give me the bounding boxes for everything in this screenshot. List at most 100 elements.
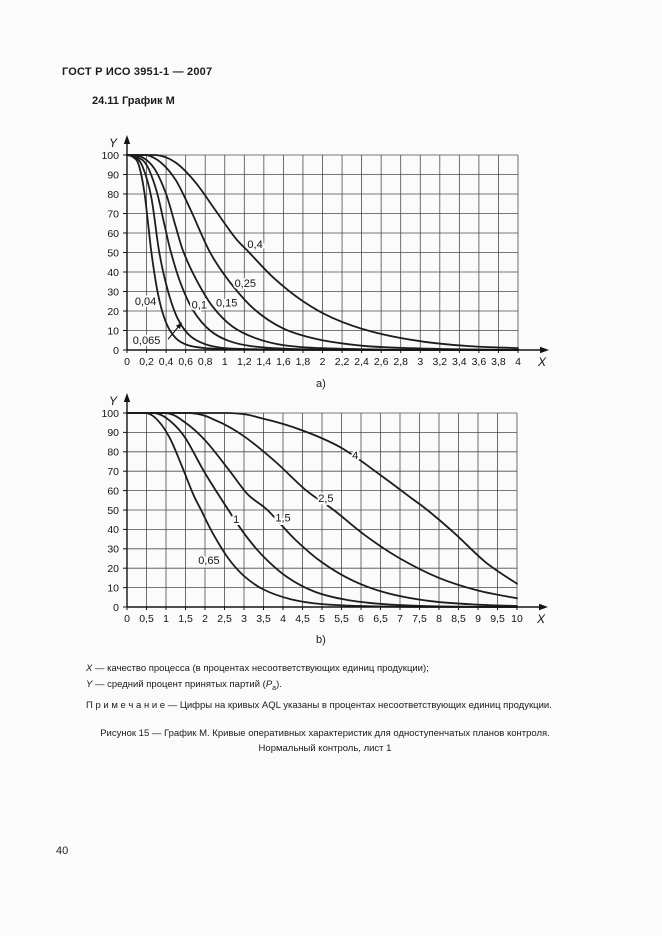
svg-text:0,6: 0,6 (178, 356, 193, 368)
x-axis-definition: X — качество процесса (в процентах несоо… (86, 661, 429, 677)
svg-text:0: 0 (124, 613, 130, 625)
svg-text:0,25: 0,25 (235, 278, 256, 290)
chart-b-sublabel: b) (316, 634, 326, 646)
oc-chart-a: 0 0,2 0,4 0,6 0,8 1 1,2 1,4 1,6 1,8 2 2,2 2,4 2,6 2,8 3… (101, 135, 549, 369)
p-symbol: P (265, 678, 273, 690)
section-title: 24.11 График М (92, 95, 175, 107)
svg-text:X: X (536, 612, 546, 626)
svg-text:Y: Y (109, 136, 118, 150)
svg-text:1,2: 1,2 (237, 356, 252, 368)
svg-text:4: 4 (280, 613, 286, 625)
svg-text:0,1: 0,1 (192, 300, 207, 312)
svg-text:3,8: 3,8 (491, 356, 506, 368)
svg-text:10: 10 (107, 582, 119, 594)
svg-text:1,8: 1,8 (296, 356, 311, 368)
svg-text:20: 20 (107, 306, 119, 318)
svg-text:X: X (537, 355, 547, 369)
axis-legend: X — качество процесса (в процентах несоо… (86, 661, 429, 696)
svg-text:0,2: 0,2 (139, 356, 154, 368)
svg-text:3,4: 3,4 (452, 356, 467, 368)
svg-text:1,5: 1,5 (275, 512, 290, 524)
x-symbol: X (86, 663, 93, 674)
svg-text:10: 10 (511, 613, 523, 625)
svg-text:70: 70 (107, 208, 119, 220)
svg-text:30: 30 (107, 544, 119, 556)
svg-text:10: 10 (107, 325, 119, 337)
svg-text:8: 8 (436, 613, 442, 625)
svg-text:60: 60 (107, 485, 119, 497)
svg-text:5,5: 5,5 (334, 613, 349, 625)
svg-text:50: 50 (107, 505, 119, 517)
figure-caption: Рисунок 15 — График М. Кривые оперативны… (0, 726, 650, 756)
svg-text:2: 2 (202, 613, 208, 625)
svg-text:4: 4 (352, 450, 358, 462)
note-paragraph: П р и м е ч а н и е — Цифры на кривых AQ… (86, 700, 552, 711)
svg-text:1: 1 (163, 613, 169, 625)
svg-text:2,4: 2,4 (354, 356, 369, 368)
svg-text:0,04: 0,04 (135, 296, 156, 308)
svg-text:3,6: 3,6 (472, 356, 487, 368)
svg-text:4: 4 (515, 356, 521, 368)
svg-text:0,065: 0,065 (133, 335, 161, 347)
svg-text:0: 0 (113, 345, 119, 357)
svg-text:0,8: 0,8 (198, 356, 213, 368)
svg-text:3: 3 (241, 613, 247, 625)
chart-a-sublabel: a) (316, 378, 326, 390)
svg-text:9,5: 9,5 (490, 613, 505, 625)
svg-text:7,5: 7,5 (412, 613, 427, 625)
svg-text:40: 40 (107, 267, 119, 279)
svg-text:0,4: 0,4 (247, 239, 262, 251)
page-number: 40 (56, 845, 69, 857)
svg-text:6: 6 (358, 613, 364, 625)
svg-text:0,65: 0,65 (198, 555, 219, 567)
svg-text:90: 90 (107, 427, 119, 439)
svg-text:60: 60 (107, 228, 119, 240)
svg-text:1,6: 1,6 (276, 356, 291, 368)
svg-text:3,2: 3,2 (432, 356, 447, 368)
svg-text:3,5: 3,5 (256, 613, 271, 625)
svg-text:2,8: 2,8 (393, 356, 408, 368)
svg-text:1: 1 (233, 514, 239, 526)
svg-text:0,5: 0,5 (139, 613, 154, 625)
svg-text:0: 0 (113, 602, 119, 614)
svg-text:0,4: 0,4 (159, 356, 174, 368)
svg-text:30: 30 (107, 286, 119, 298)
svg-text:80: 80 (107, 447, 119, 459)
svg-text:8,5: 8,5 (451, 613, 466, 625)
svg-text:2,6: 2,6 (374, 356, 389, 368)
svg-text:40: 40 (107, 524, 119, 536)
svg-text:80: 80 (107, 189, 119, 201)
svg-text:2,5: 2,5 (318, 493, 333, 505)
svg-text:6,5: 6,5 (373, 613, 388, 625)
x-definition-text: — качество процесса (в процентах несоотв… (92, 663, 429, 674)
svg-text:4,5: 4,5 (295, 613, 310, 625)
svg-text:3: 3 (417, 356, 423, 368)
svg-text:2,5: 2,5 (217, 613, 232, 625)
svg-text:9: 9 (475, 613, 481, 625)
document-header: ГОСТ Р ИСО 3951-1 — 2007 (62, 66, 213, 78)
svg-text:1,4: 1,4 (257, 356, 272, 368)
svg-text:100: 100 (101, 150, 119, 162)
svg-text:7: 7 (397, 613, 403, 625)
svg-text:0,15: 0,15 (216, 298, 237, 310)
svg-text:Y: Y (109, 394, 118, 408)
svg-text:1,5: 1,5 (178, 613, 193, 625)
svg-text:90: 90 (107, 169, 119, 181)
svg-text:50: 50 (107, 247, 119, 259)
svg-text:0: 0 (124, 356, 130, 368)
y-definition-suffix: ). (276, 678, 282, 690)
y-definition-text: — средний процент принятых партий ( (92, 678, 266, 690)
y-symbol: Y (86, 678, 93, 690)
svg-text:100: 100 (101, 408, 119, 420)
svg-text:2: 2 (320, 356, 326, 368)
svg-text:20: 20 (107, 563, 119, 575)
p-subscript: a (272, 684, 277, 692)
svg-text:2,2: 2,2 (335, 356, 350, 368)
svg-text:70: 70 (107, 466, 119, 478)
svg-text:1: 1 (222, 356, 228, 368)
figure-caption-line1: Рисунок 15 — График М. Кривые оперативны… (100, 728, 550, 739)
oc-chart-b: 0 0,5 1 1,5 2 2,5 3 3,5 4 4,5 5 5,5 6 6,5 7 7,5 8 8,5 9 9,5… (101, 393, 548, 626)
figure-caption-line2: Нормальный контроль, лист 1 (258, 743, 392, 754)
svg-text:5: 5 (319, 613, 325, 625)
y-axis-definition: Y — средний процент принятых партий (Pa)… (86, 677, 429, 696)
